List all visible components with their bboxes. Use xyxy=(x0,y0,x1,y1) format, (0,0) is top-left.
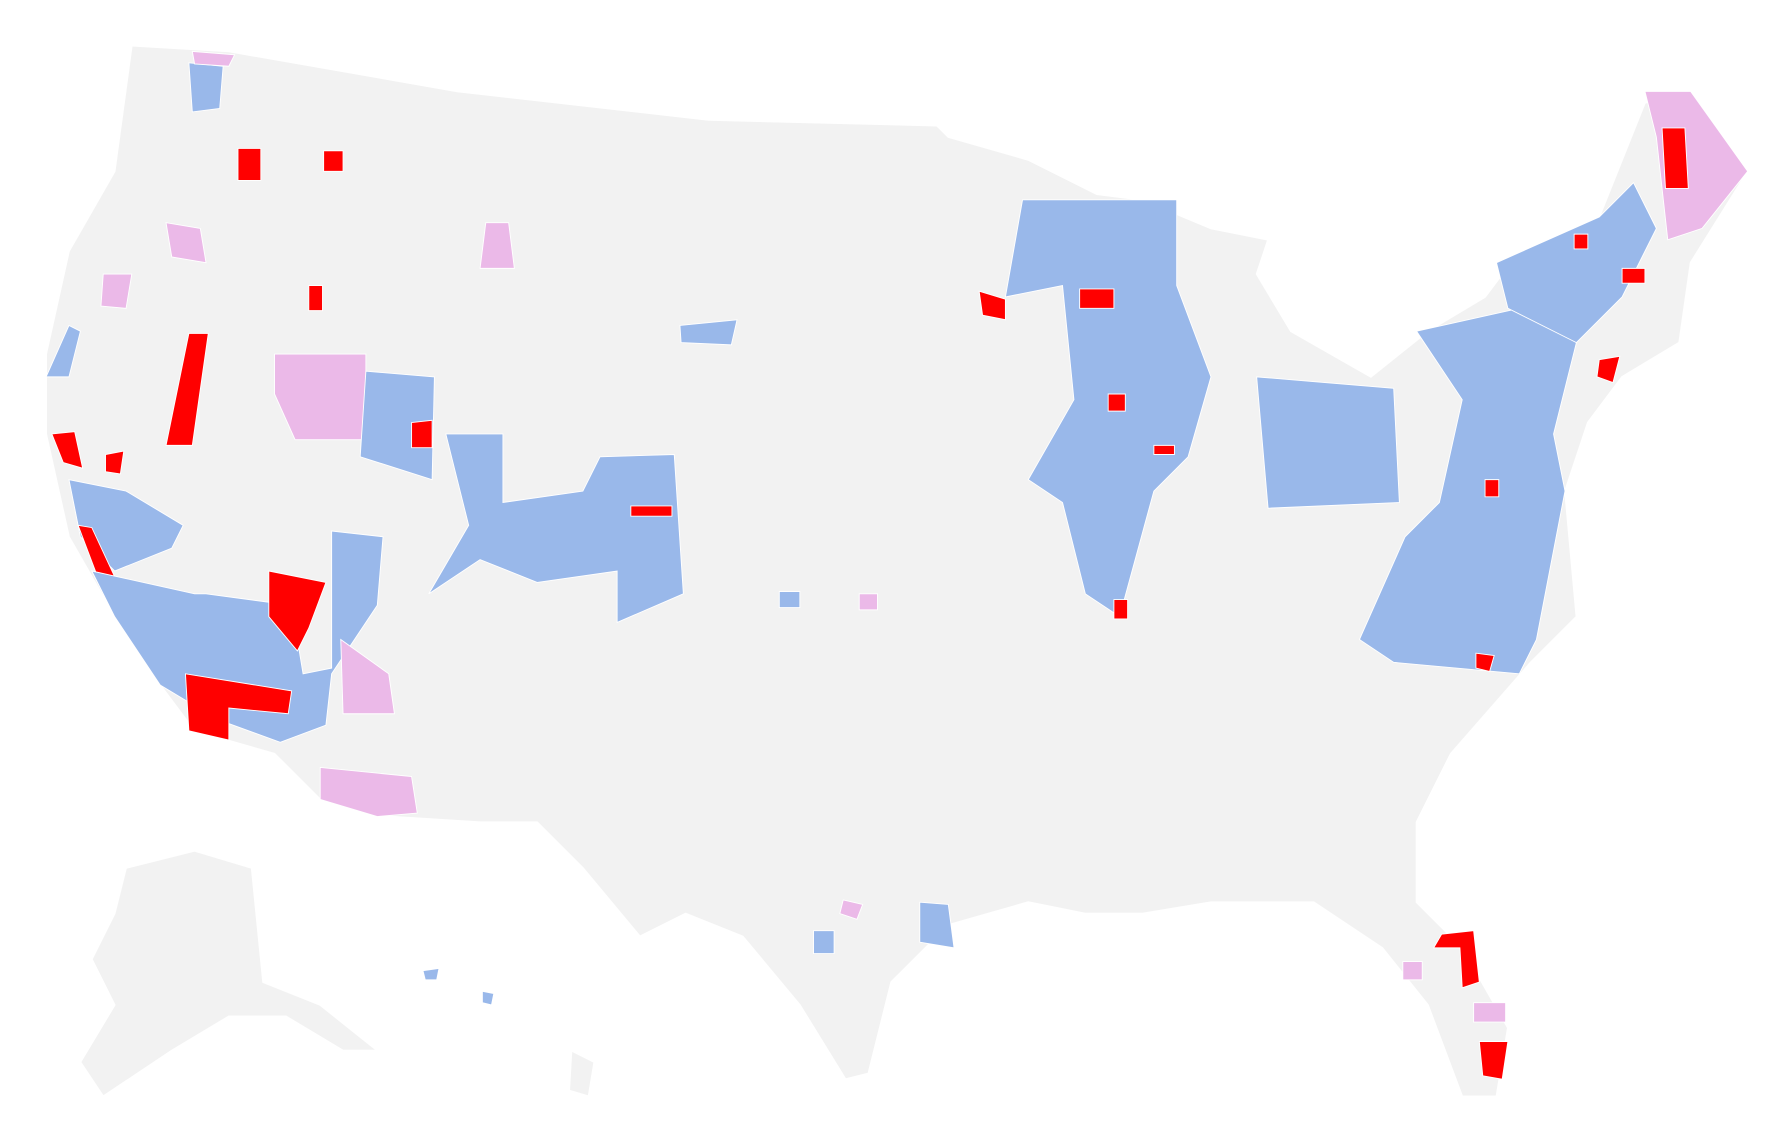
county xyxy=(839,899,864,920)
county xyxy=(1402,961,1423,981)
county xyxy=(1661,127,1689,189)
alaska xyxy=(79,849,380,1098)
county xyxy=(1432,930,1480,989)
county xyxy=(237,148,262,181)
county xyxy=(1484,479,1500,498)
county xyxy=(184,673,293,741)
county xyxy=(359,370,435,481)
county xyxy=(323,150,344,172)
county xyxy=(165,333,209,446)
county xyxy=(1107,393,1126,412)
county xyxy=(1596,355,1621,384)
county xyxy=(51,431,84,469)
county xyxy=(778,591,801,609)
county xyxy=(319,766,418,817)
county xyxy=(411,419,433,449)
county xyxy=(1256,376,1400,509)
county xyxy=(813,930,835,955)
hawaii xyxy=(568,1049,596,1098)
county xyxy=(191,50,236,67)
county xyxy=(1475,652,1495,673)
county xyxy=(1478,1041,1509,1080)
county xyxy=(45,324,81,378)
county xyxy=(188,62,224,113)
county xyxy=(481,990,495,1006)
county xyxy=(268,570,327,652)
highlighted-counties xyxy=(45,50,1749,1080)
county xyxy=(1573,233,1589,250)
county xyxy=(479,222,515,269)
county xyxy=(1495,181,1657,344)
county xyxy=(630,505,673,517)
county xyxy=(428,433,684,624)
county xyxy=(919,901,955,949)
county xyxy=(978,290,1006,321)
county xyxy=(1153,444,1175,455)
county xyxy=(858,593,878,611)
county xyxy=(1113,599,1129,620)
county xyxy=(165,222,207,264)
county xyxy=(308,285,323,312)
county xyxy=(100,273,133,309)
county xyxy=(1473,1002,1507,1023)
county xyxy=(422,967,440,981)
county xyxy=(679,319,738,346)
county xyxy=(1621,267,1646,284)
county xyxy=(274,353,367,441)
county xyxy=(105,450,125,475)
county xyxy=(340,638,395,715)
county xyxy=(1079,288,1115,309)
